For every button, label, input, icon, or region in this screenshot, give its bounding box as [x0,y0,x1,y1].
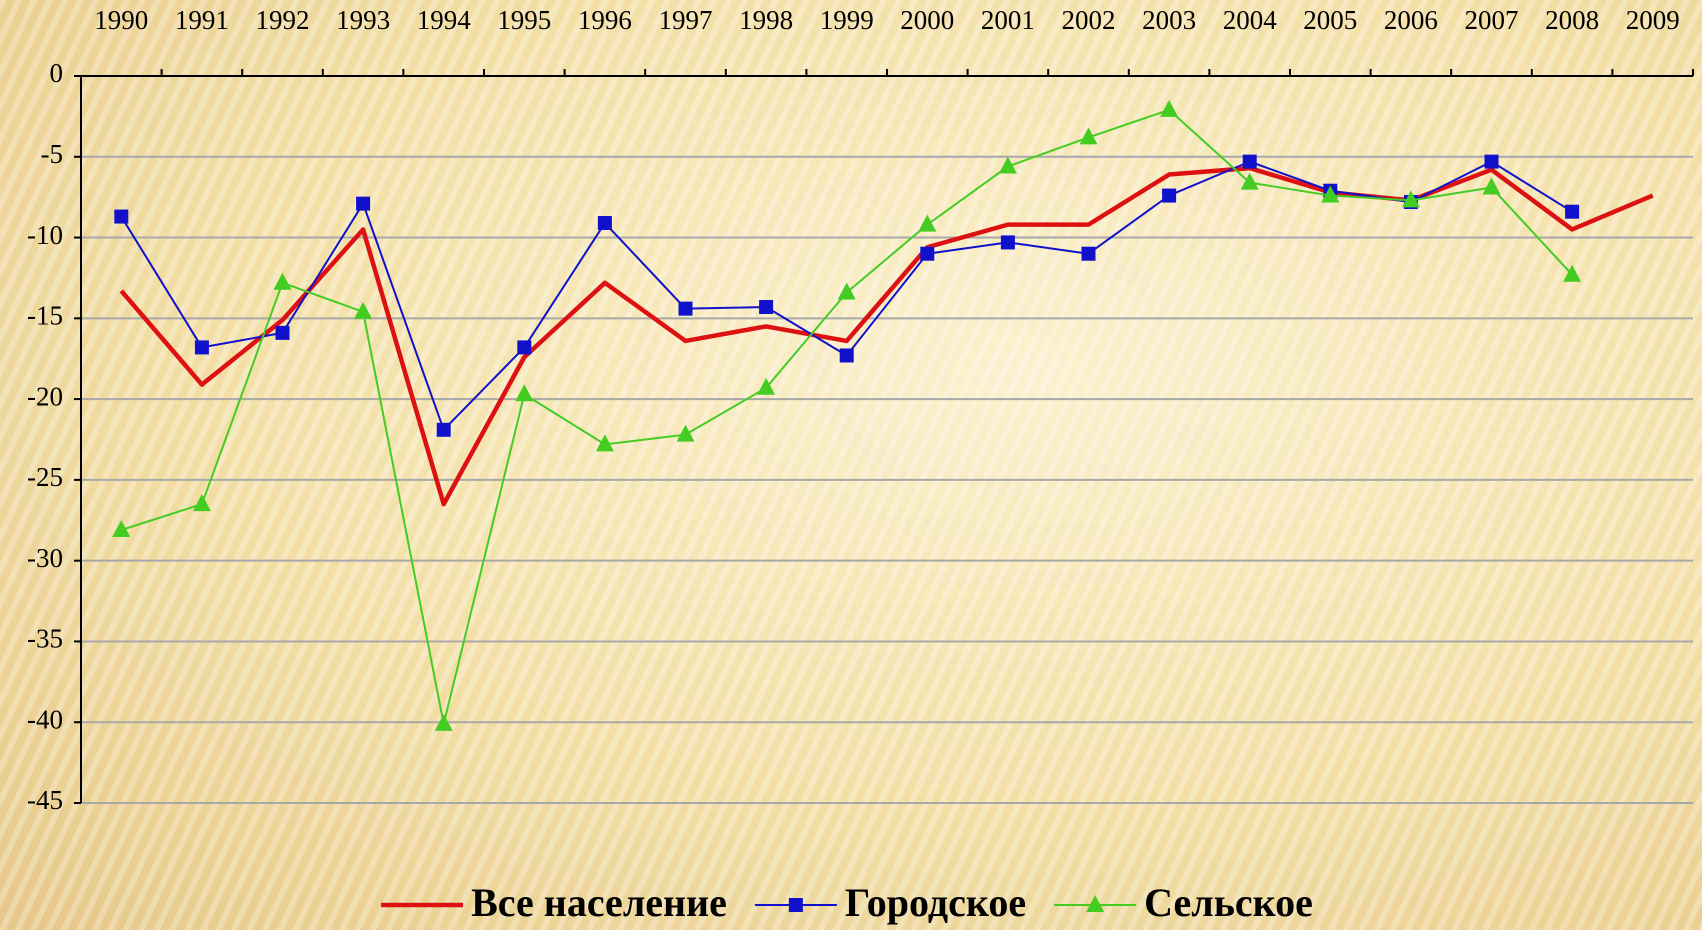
marker [1000,235,1015,250]
marker [597,216,612,231]
marker [998,156,1017,174]
marker [112,519,131,537]
legend-label: Все население [471,880,727,925]
marker [1321,185,1340,203]
x-tick-label: 1990 [94,5,148,35]
y-tick-label: -45 [27,785,63,815]
marker [757,377,776,395]
series-line [119,165,1654,507]
marker [354,301,373,319]
x-tick-label: 2004 [1223,5,1278,35]
x-tick-label: 2002 [1062,5,1116,35]
marker [1565,204,1580,219]
marker [788,898,803,912]
y-tick-label: -20 [27,381,63,411]
marker [1160,99,1179,117]
y-tick-label: -25 [27,462,63,492]
x-tick-label: 2006 [1384,5,1438,35]
x-tick-label: 1995 [497,5,551,35]
marker [436,422,451,437]
x-tick-label: 1993 [336,5,390,35]
marker [434,713,453,731]
x-tick-label: 1998 [739,5,793,35]
x-tick-label: 2008 [1545,5,1599,35]
marker [1563,264,1582,282]
marker [517,340,532,355]
marker [515,384,534,402]
x-tick-label: 2001 [981,5,1035,35]
marker [676,424,695,442]
marker [920,246,935,261]
marker [595,434,614,452]
x-tick-label: 2003 [1142,5,1196,35]
x-tick-label: 1999 [820,5,874,35]
marker [1401,190,1420,208]
x-tick-label: 2005 [1303,5,1357,35]
marker [678,301,693,316]
x-tick-label: 1994 [417,5,472,35]
y-tick-label: 0 [50,58,64,88]
series-line [120,108,1573,725]
marker [1081,246,1096,261]
x-tick-label: 2007 [1465,5,1519,35]
marker [918,214,937,232]
marker [356,196,371,211]
y-tick-label: -10 [27,220,63,250]
marker [1242,154,1257,169]
marker [1162,188,1177,203]
x-tick-label: 1992 [256,5,310,35]
y-tick-label: -35 [27,624,63,654]
marker [192,494,211,512]
marker [1079,127,1098,145]
x-tick-label: 2009 [1626,5,1680,35]
marker [194,340,209,355]
marker [1086,895,1105,912]
marker [114,209,129,224]
marker [1484,154,1499,169]
legend-label: Сельское [1144,880,1313,925]
y-tick-label: -5 [41,139,64,169]
x-tick-label: 1996 [578,5,632,35]
x-tick-label: 1991 [175,5,229,35]
legend: Все население Городское Сельское [381,880,1313,925]
marker [275,325,290,340]
marker [1240,172,1259,190]
marker [273,272,292,290]
marker [837,282,856,300]
y-tick-label: -40 [27,704,63,734]
x-tick-label: 1997 [659,5,713,35]
marker [839,348,854,363]
y-tick-label: -15 [27,301,63,331]
x-tick-label: 2000 [900,5,954,35]
marker [1482,177,1501,195]
marker [759,300,774,315]
y-tick-label: -30 [27,543,63,573]
legend-label: Городское [845,880,1026,925]
